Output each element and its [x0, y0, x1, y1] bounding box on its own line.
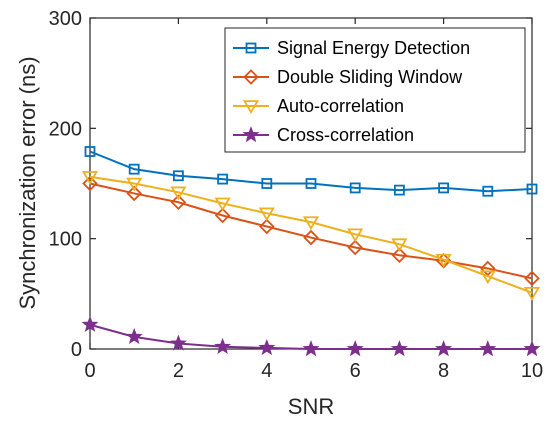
- legend-entry: Double Sliding Window: [233, 67, 463, 87]
- x-tick-label: 0: [84, 360, 95, 382]
- data-point: [214, 197, 231, 212]
- data-point: [82, 175, 98, 192]
- data-point: [435, 340, 453, 357]
- x-tick-label: 10: [521, 360, 543, 382]
- legend-label: Auto-correlation: [277, 96, 404, 116]
- data-point: [170, 194, 187, 211]
- legend-marker: [242, 100, 260, 114]
- data-point: [126, 177, 143, 192]
- data-point: [523, 286, 541, 301]
- data-point: [435, 253, 452, 268]
- data-point: [390, 340, 408, 357]
- data-point: [258, 207, 275, 222]
- x-tick-label: 8: [438, 360, 449, 382]
- data-point: [81, 171, 99, 185]
- data-point: [479, 340, 497, 357]
- data-point: [438, 182, 450, 194]
- data-point: [347, 239, 363, 256]
- data-point: [349, 182, 361, 194]
- legend-entry: Signal Energy Detection: [233, 38, 470, 58]
- legend-marker: [245, 42, 257, 54]
- series-line: [89, 175, 533, 294]
- y-axis-label: Synchronization error (ns): [15, 56, 40, 309]
- y-tick-label: 0: [71, 339, 82, 361]
- data-point: [169, 334, 187, 351]
- legend-box: [224, 27, 526, 153]
- data-point: [523, 340, 541, 357]
- legend-entry: Auto-correlation: [233, 96, 404, 116]
- data-point: [480, 260, 496, 277]
- data-point: [524, 270, 540, 287]
- series-auto-correlation: [81, 171, 541, 301]
- series-layer: [81, 146, 541, 357]
- data-point: [347, 228, 364, 243]
- y-tick-label: 300: [49, 8, 82, 30]
- data-point: [303, 229, 319, 246]
- x-tick-label: 4: [261, 360, 272, 382]
- data-point: [81, 315, 99, 332]
- y-tick-label: 200: [49, 118, 82, 140]
- data-point: [258, 339, 276, 356]
- legend-label: Double Sliding Window: [277, 67, 463, 87]
- series-cross-correlation: [81, 315, 541, 357]
- data-point: [259, 218, 275, 235]
- data-point: [172, 170, 184, 182]
- series-double-sliding-window: [82, 175, 540, 287]
- data-point: [302, 216, 320, 231]
- data-point: [302, 340, 320, 357]
- data-point: [84, 146, 96, 157]
- legend-entry: Cross-correlation: [233, 125, 414, 145]
- data-point: [217, 173, 229, 185]
- series-line: [89, 150, 533, 193]
- data-point: [526, 183, 538, 195]
- data-point: [479, 270, 496, 285]
- legend: Signal Energy Detection Double Sliding Wi…: [224, 27, 526, 153]
- data-point: [126, 185, 142, 202]
- data-point: [482, 185, 494, 197]
- x-tick-label: 2: [173, 360, 184, 382]
- legend-label: Cross-correlation: [277, 125, 414, 145]
- data-point: [214, 207, 231, 224]
- legend-label: Signal Energy Detection: [277, 38, 470, 58]
- x-tick-label: 6: [350, 360, 361, 382]
- data-point: [170, 186, 187, 201]
- data-point: [128, 163, 140, 175]
- series-line: [89, 182, 533, 280]
- x-axis-label: SNR: [288, 394, 334, 419]
- data-point: [391, 247, 408, 263]
- series-signal-energy-detection: [84, 146, 538, 197]
- legend-marker: [242, 126, 260, 143]
- data-point: [305, 178, 317, 189]
- data-point: [393, 184, 405, 196]
- data-point: [261, 178, 273, 189]
- data-point: [346, 340, 364, 357]
- legend-marker: [243, 69, 259, 85]
- data-point: [125, 327, 143, 345]
- y-tick-label: 100: [49, 229, 82, 251]
- data-point: [391, 238, 408, 253]
- data-point: [214, 337, 232, 354]
